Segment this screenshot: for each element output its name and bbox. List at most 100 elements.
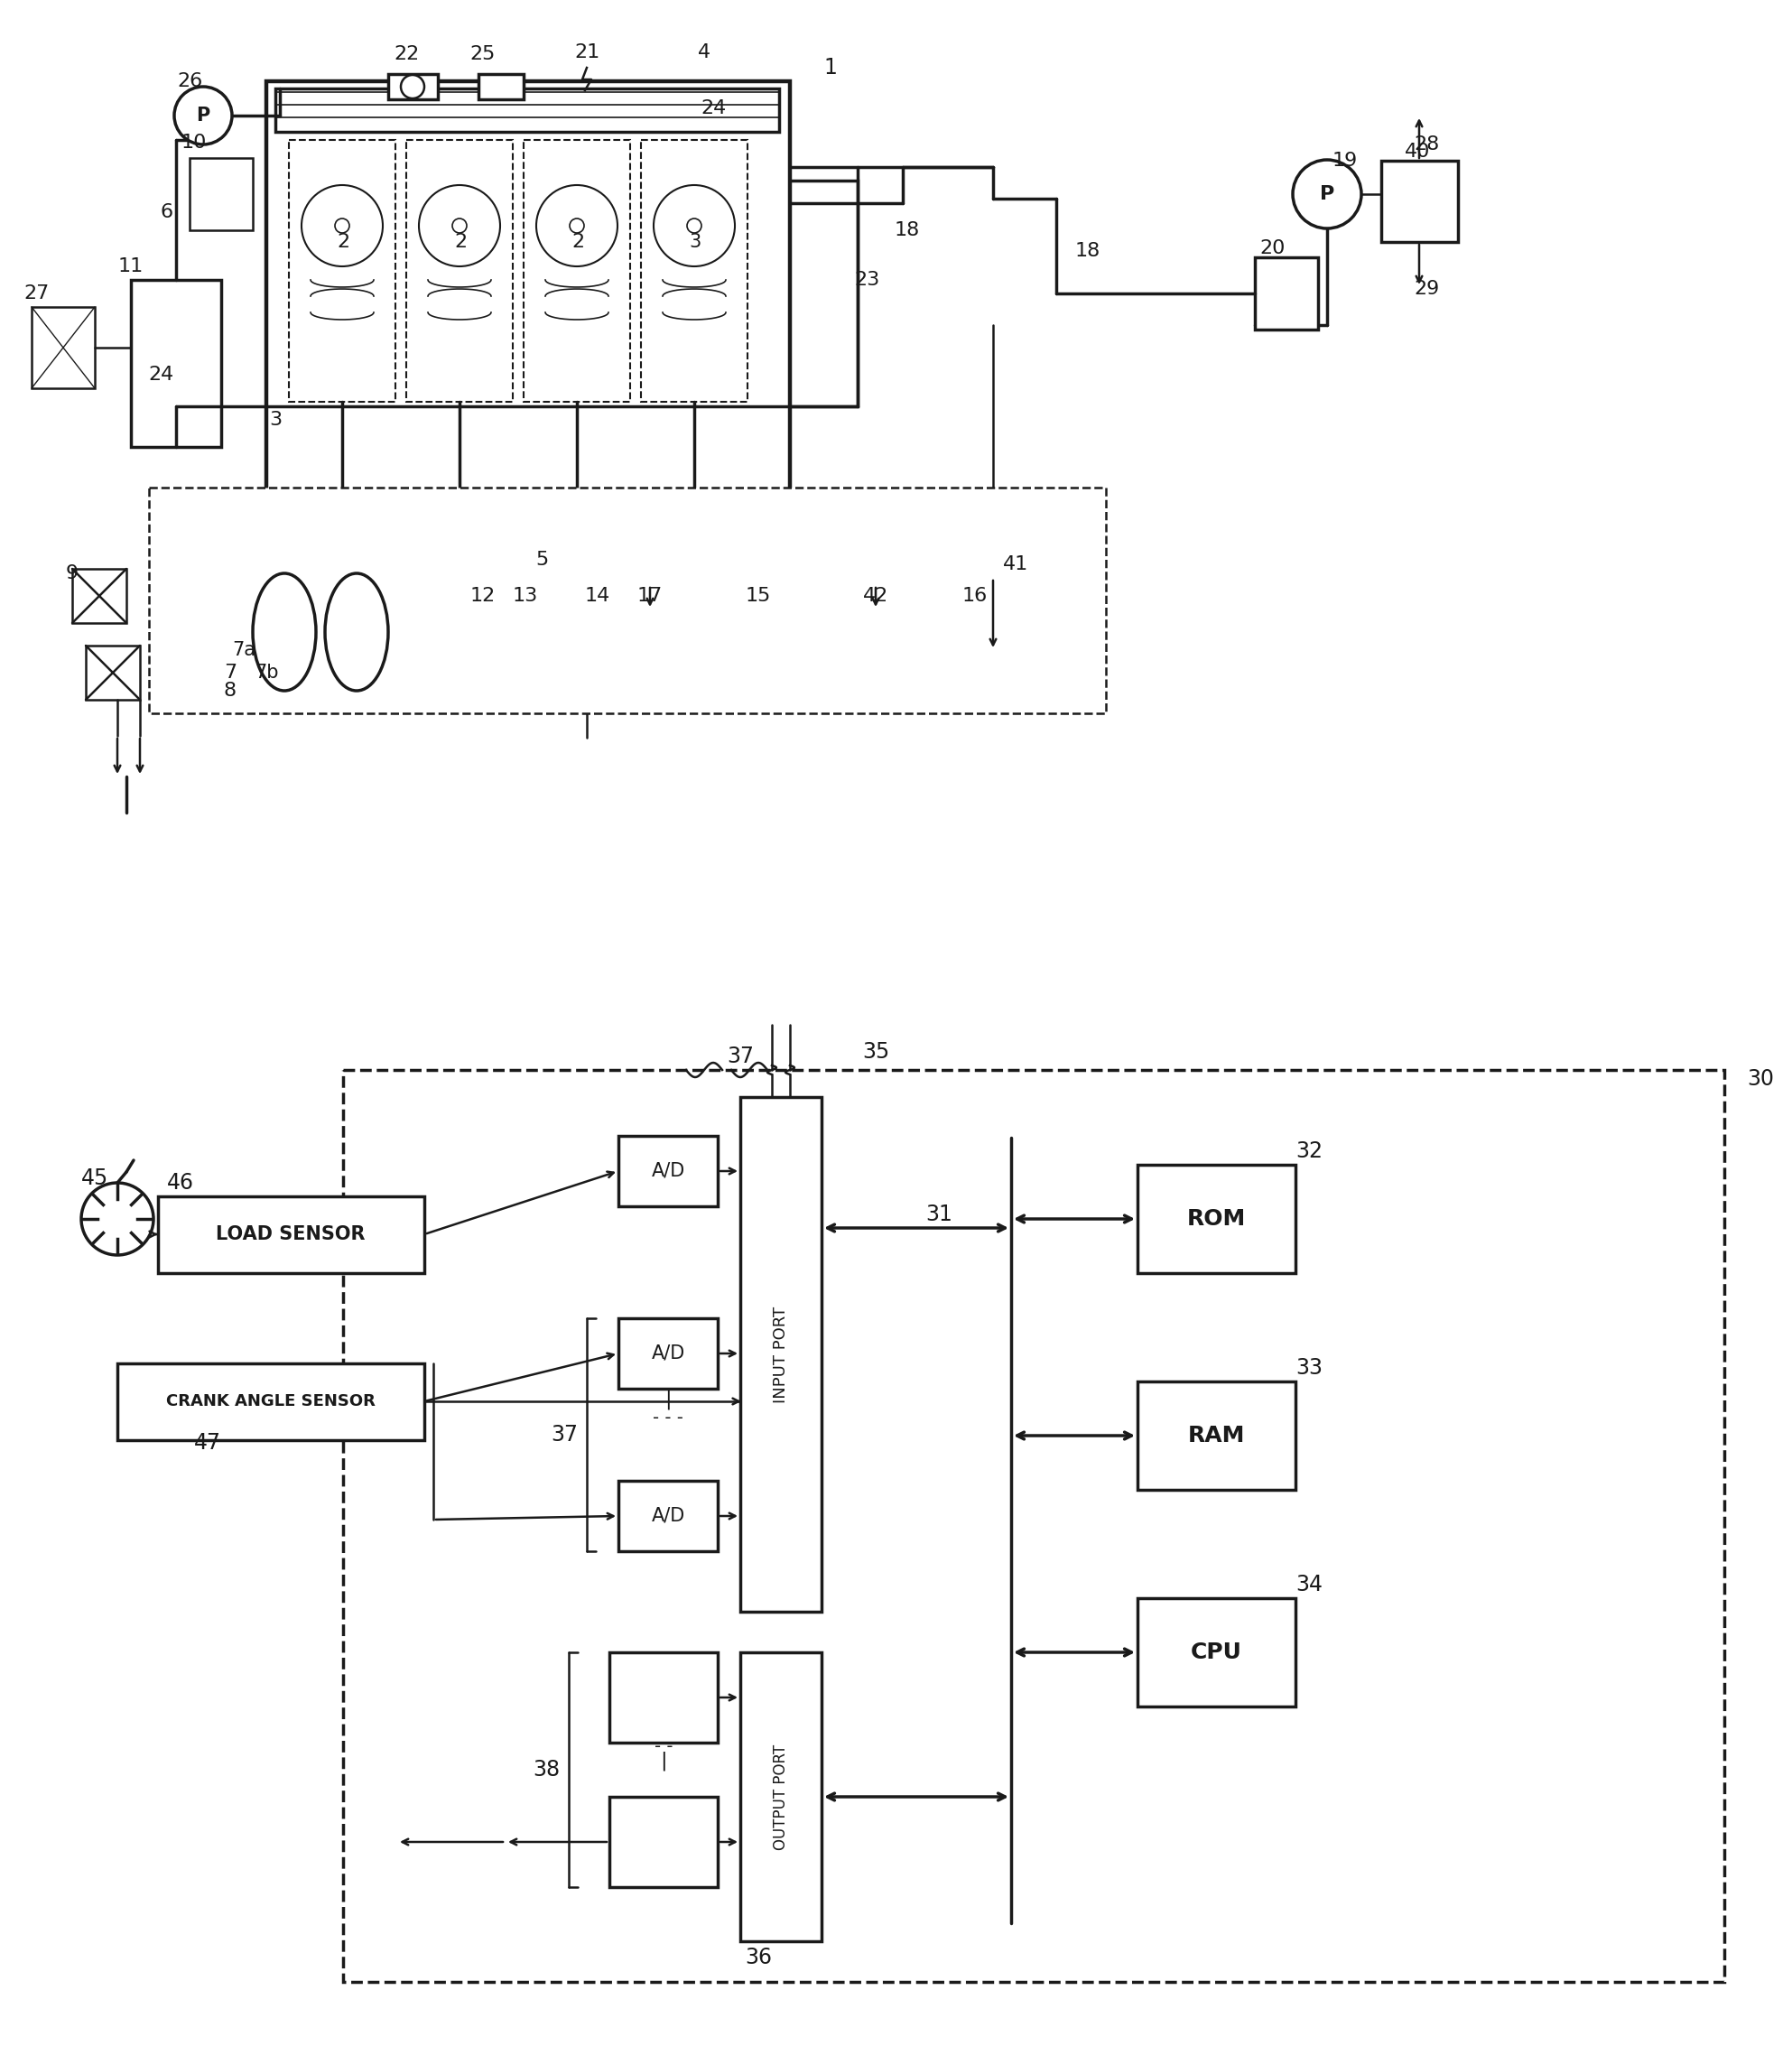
Text: |: | bbox=[659, 1751, 667, 1770]
Bar bbox=[1254, 258, 1319, 329]
Text: 28: 28 bbox=[1414, 135, 1439, 153]
Text: 5: 5 bbox=[536, 550, 548, 569]
Circle shape bbox=[452, 219, 466, 233]
Text: 47: 47 bbox=[194, 1432, 220, 1455]
Text: 42: 42 bbox=[864, 587, 889, 606]
Bar bbox=[86, 647, 140, 700]
Circle shape bbox=[419, 184, 500, 266]
Bar bbox=[72, 569, 127, 624]
Text: 37: 37 bbox=[550, 1424, 577, 1447]
Text: 32: 32 bbox=[1296, 1140, 1322, 1162]
Text: CPU: CPU bbox=[1190, 1641, 1242, 1663]
Text: ROM: ROM bbox=[1186, 1207, 1245, 1230]
Bar bbox=[32, 307, 95, 389]
Text: 4: 4 bbox=[697, 43, 711, 61]
Text: 29: 29 bbox=[1414, 280, 1439, 299]
Bar bbox=[389, 74, 437, 100]
Text: 17: 17 bbox=[638, 587, 663, 606]
Text: 24: 24 bbox=[149, 366, 174, 385]
Bar bbox=[790, 180, 858, 407]
Text: 35: 35 bbox=[862, 1041, 889, 1062]
Text: A/D: A/D bbox=[650, 1344, 685, 1363]
Text: 27: 27 bbox=[23, 284, 48, 303]
Text: 13: 13 bbox=[513, 587, 538, 606]
Circle shape bbox=[570, 219, 584, 233]
Text: 31: 31 bbox=[925, 1203, 952, 1226]
Text: 37: 37 bbox=[728, 1046, 754, 1068]
Text: 18: 18 bbox=[894, 221, 919, 239]
Text: 3: 3 bbox=[690, 233, 701, 252]
Bar bbox=[267, 82, 790, 509]
Text: 9: 9 bbox=[66, 565, 79, 583]
Text: 1: 1 bbox=[824, 57, 837, 78]
Bar bbox=[609, 1796, 719, 1886]
Bar bbox=[523, 139, 631, 401]
Bar bbox=[478, 74, 523, 100]
Bar bbox=[642, 139, 747, 401]
Text: - - -: - - - bbox=[652, 1410, 683, 1426]
Bar bbox=[860, 610, 892, 647]
Bar bbox=[131, 280, 220, 446]
Text: 38: 38 bbox=[532, 1760, 559, 1780]
Text: 7a: 7a bbox=[231, 640, 256, 659]
Ellipse shape bbox=[253, 573, 315, 692]
Text: 16: 16 bbox=[962, 587, 987, 606]
Text: 15: 15 bbox=[745, 587, 771, 606]
Text: 8: 8 bbox=[224, 681, 237, 700]
Text: 45: 45 bbox=[81, 1168, 109, 1189]
Circle shape bbox=[81, 1183, 154, 1254]
Text: 21: 21 bbox=[573, 43, 600, 61]
Bar bbox=[1138, 1381, 1296, 1489]
Bar bbox=[149, 487, 1106, 714]
Text: 23: 23 bbox=[855, 270, 880, 288]
Bar bbox=[609, 1653, 719, 1743]
Text: 10: 10 bbox=[181, 133, 206, 151]
Bar bbox=[1138, 1164, 1296, 1273]
Text: 11: 11 bbox=[118, 258, 143, 276]
Bar bbox=[289, 139, 396, 401]
Circle shape bbox=[654, 184, 735, 266]
Text: 12: 12 bbox=[470, 587, 496, 606]
Text: 25: 25 bbox=[470, 45, 496, 63]
Text: 46: 46 bbox=[167, 1172, 194, 1193]
Text: 22: 22 bbox=[394, 45, 419, 63]
Text: 36: 36 bbox=[745, 1946, 772, 1968]
Bar bbox=[276, 88, 780, 131]
Text: 26: 26 bbox=[177, 72, 202, 90]
Text: 24: 24 bbox=[701, 100, 726, 117]
Bar bbox=[190, 158, 253, 231]
Bar bbox=[618, 1481, 719, 1551]
Circle shape bbox=[536, 184, 618, 266]
Circle shape bbox=[1292, 160, 1362, 229]
Bar bbox=[1138, 1598, 1296, 1706]
Text: 30: 30 bbox=[1747, 1068, 1774, 1091]
Bar bbox=[618, 1136, 719, 1207]
Text: P: P bbox=[1319, 184, 1335, 203]
Text: - -: - - bbox=[654, 1739, 672, 1755]
Text: 6: 6 bbox=[161, 203, 174, 221]
Bar bbox=[740, 1097, 821, 1612]
Text: A/D: A/D bbox=[650, 1162, 685, 1181]
Bar bbox=[407, 139, 513, 401]
Text: CRANK ANGLE SENSOR: CRANK ANGLE SENSOR bbox=[167, 1393, 376, 1410]
Text: |: | bbox=[665, 1389, 672, 1410]
Bar bbox=[618, 1318, 719, 1389]
Text: 14: 14 bbox=[584, 587, 611, 606]
Bar bbox=[158, 1197, 425, 1273]
Text: A/D: A/D bbox=[650, 1508, 685, 1524]
Bar bbox=[1382, 162, 1459, 241]
Text: 40: 40 bbox=[1405, 143, 1430, 162]
Text: 19: 19 bbox=[1333, 151, 1358, 170]
Text: 7b: 7b bbox=[254, 663, 278, 681]
Bar bbox=[342, 1070, 1724, 1983]
Bar bbox=[740, 1653, 821, 1942]
Text: 2: 2 bbox=[572, 233, 584, 252]
Text: LOAD SENSOR: LOAD SENSOR bbox=[217, 1226, 366, 1244]
Text: 34: 34 bbox=[1296, 1573, 1322, 1596]
Text: INPUT PORT: INPUT PORT bbox=[772, 1305, 788, 1404]
Circle shape bbox=[401, 76, 425, 98]
Bar bbox=[470, 608, 636, 692]
Bar bbox=[686, 608, 853, 692]
Text: 3: 3 bbox=[269, 411, 281, 430]
Bar bbox=[907, 608, 1055, 692]
